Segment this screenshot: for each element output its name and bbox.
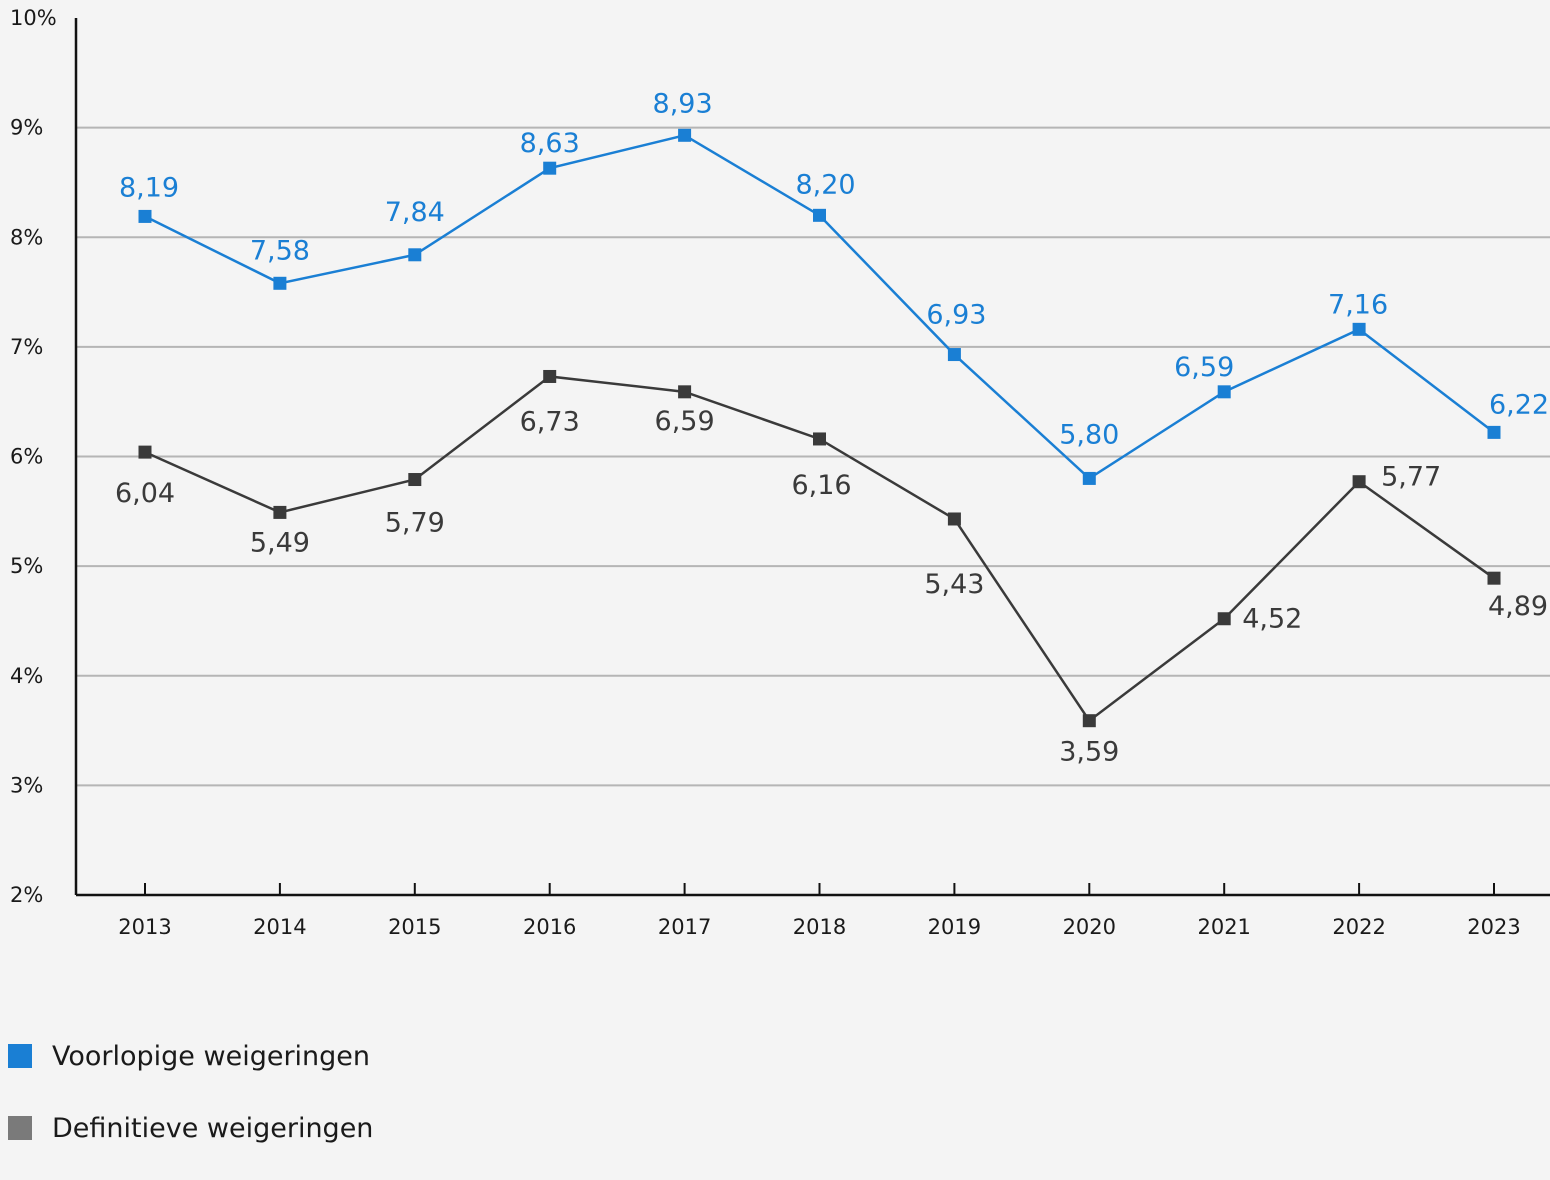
data-label: 8,19 [119, 172, 179, 203]
y-tick-label: 10% [10, 6, 57, 30]
data-point [678, 385, 692, 399]
x-tick-label: 2019 [928, 915, 981, 939]
axes: 2% 3% 4% 5% 6% 7% 8% 9% 10% 2013 2014 2015 2016 2017 2… [10, 6, 1550, 939]
y-tick-label: 5% [10, 554, 43, 578]
legend-swatch-definitieve [8, 1116, 32, 1140]
data-label: 6,93 [926, 300, 986, 331]
data-point [1217, 385, 1231, 399]
data-label: 7,84 [385, 197, 445, 228]
gridlines [76, 126, 1550, 787]
y-tick-label: 7% [10, 335, 43, 359]
data-label: 5,43 [924, 569, 984, 600]
y-tick-label: 2% [10, 883, 43, 907]
y-tick-label: 8% [10, 225, 43, 249]
data-point [408, 473, 422, 487]
data-point [1352, 475, 1366, 489]
x-tick-label: 2013 [118, 915, 171, 939]
data-point [813, 432, 826, 446]
legend-swatch-voorlopige [8, 1044, 32, 1068]
data-label: 5,77 [1381, 462, 1441, 493]
data-point [273, 276, 287, 290]
data-label: 8,20 [795, 169, 855, 200]
data-label: 6,59 [655, 406, 715, 437]
data-point [1487, 571, 1501, 585]
data-label: 6,04 [115, 478, 175, 509]
x-tick-label: 2017 [658, 915, 711, 939]
x-tick-label: 2022 [1332, 915, 1385, 939]
data-label: 6,73 [520, 406, 580, 437]
data-point [408, 248, 422, 262]
data-label: 5,80 [1059, 419, 1119, 450]
data-label: 8,63 [520, 128, 580, 159]
data-label: 4,89 [1488, 591, 1548, 622]
data-label: 7,16 [1328, 289, 1388, 320]
data-label: 5,49 [250, 527, 310, 558]
data-point [543, 369, 557, 383]
data-label: 6,16 [791, 470, 851, 501]
data-point [138, 209, 152, 223]
y-tick-label: 6% [10, 445, 43, 469]
data-label: 5,79 [385, 508, 445, 539]
series-lines [138, 128, 1501, 728]
y-tick-label: 3% [10, 773, 43, 797]
data-point [1082, 471, 1096, 485]
x-tick-label: 2014 [253, 915, 306, 939]
legend-item-voorlopige: Voorlopige weigeringen [8, 1036, 373, 1076]
legend-label-voorlopige: Voorlopige weigeringen [52, 1040, 371, 1072]
data-point [1217, 612, 1231, 626]
x-tick-label: 2020 [1063, 915, 1116, 939]
data-point [138, 445, 152, 459]
x-tick-label: 2023 [1467, 915, 1520, 939]
data-point [678, 128, 692, 142]
data-label: 7,58 [250, 235, 310, 266]
x-tick-label: 2015 [388, 915, 441, 939]
data-label: 3,59 [1059, 737, 1119, 768]
x-tick-label: 2021 [1197, 915, 1250, 939]
chart: 2% 3% 4% 5% 6% 7% 8% 9% 10% 2013 2014 2015 2016 2017 2… [10, 6, 1550, 939]
series-line-1 [144, 375, 1495, 723]
data-label: 8,93 [653, 88, 713, 119]
data-labels: 8,19 7,58 7,84 8,63 8,93 8,20 6,93 5,80 6,59 7,16… [115, 88, 1549, 767]
legend-label-definitieve: Definitieve weigeringen [52, 1112, 374, 1144]
y-tick-label: 4% [10, 664, 43, 688]
data-point [543, 161, 557, 175]
y-tick-label: 9% [10, 116, 43, 140]
data-label: 6,22 [1489, 389, 1549, 420]
data-point [947, 348, 961, 362]
legend: Voorlopige weigeringen Definitieve weige… [8, 1036, 373, 1180]
x-tick-label: 2016 [523, 915, 576, 939]
data-point [1082, 714, 1096, 728]
x-tick-label: 2018 [793, 915, 846, 939]
line-chart: 2% 3% 4% 5% 6% 7% 8% 9% 10% 2013 2014 2015 2016 2017 2… [10, 6, 1550, 939]
data-label: 4,52 [1242, 604, 1302, 635]
data-point [947, 512, 961, 526]
data-label: 6,59 [1174, 352, 1234, 383]
data-point [273, 505, 287, 519]
legend-item-definitieve: Definitieve weigeringen [8, 1108, 373, 1148]
data-point [1352, 322, 1366, 336]
data-point [813, 208, 826, 222]
data-point [1487, 425, 1501, 439]
